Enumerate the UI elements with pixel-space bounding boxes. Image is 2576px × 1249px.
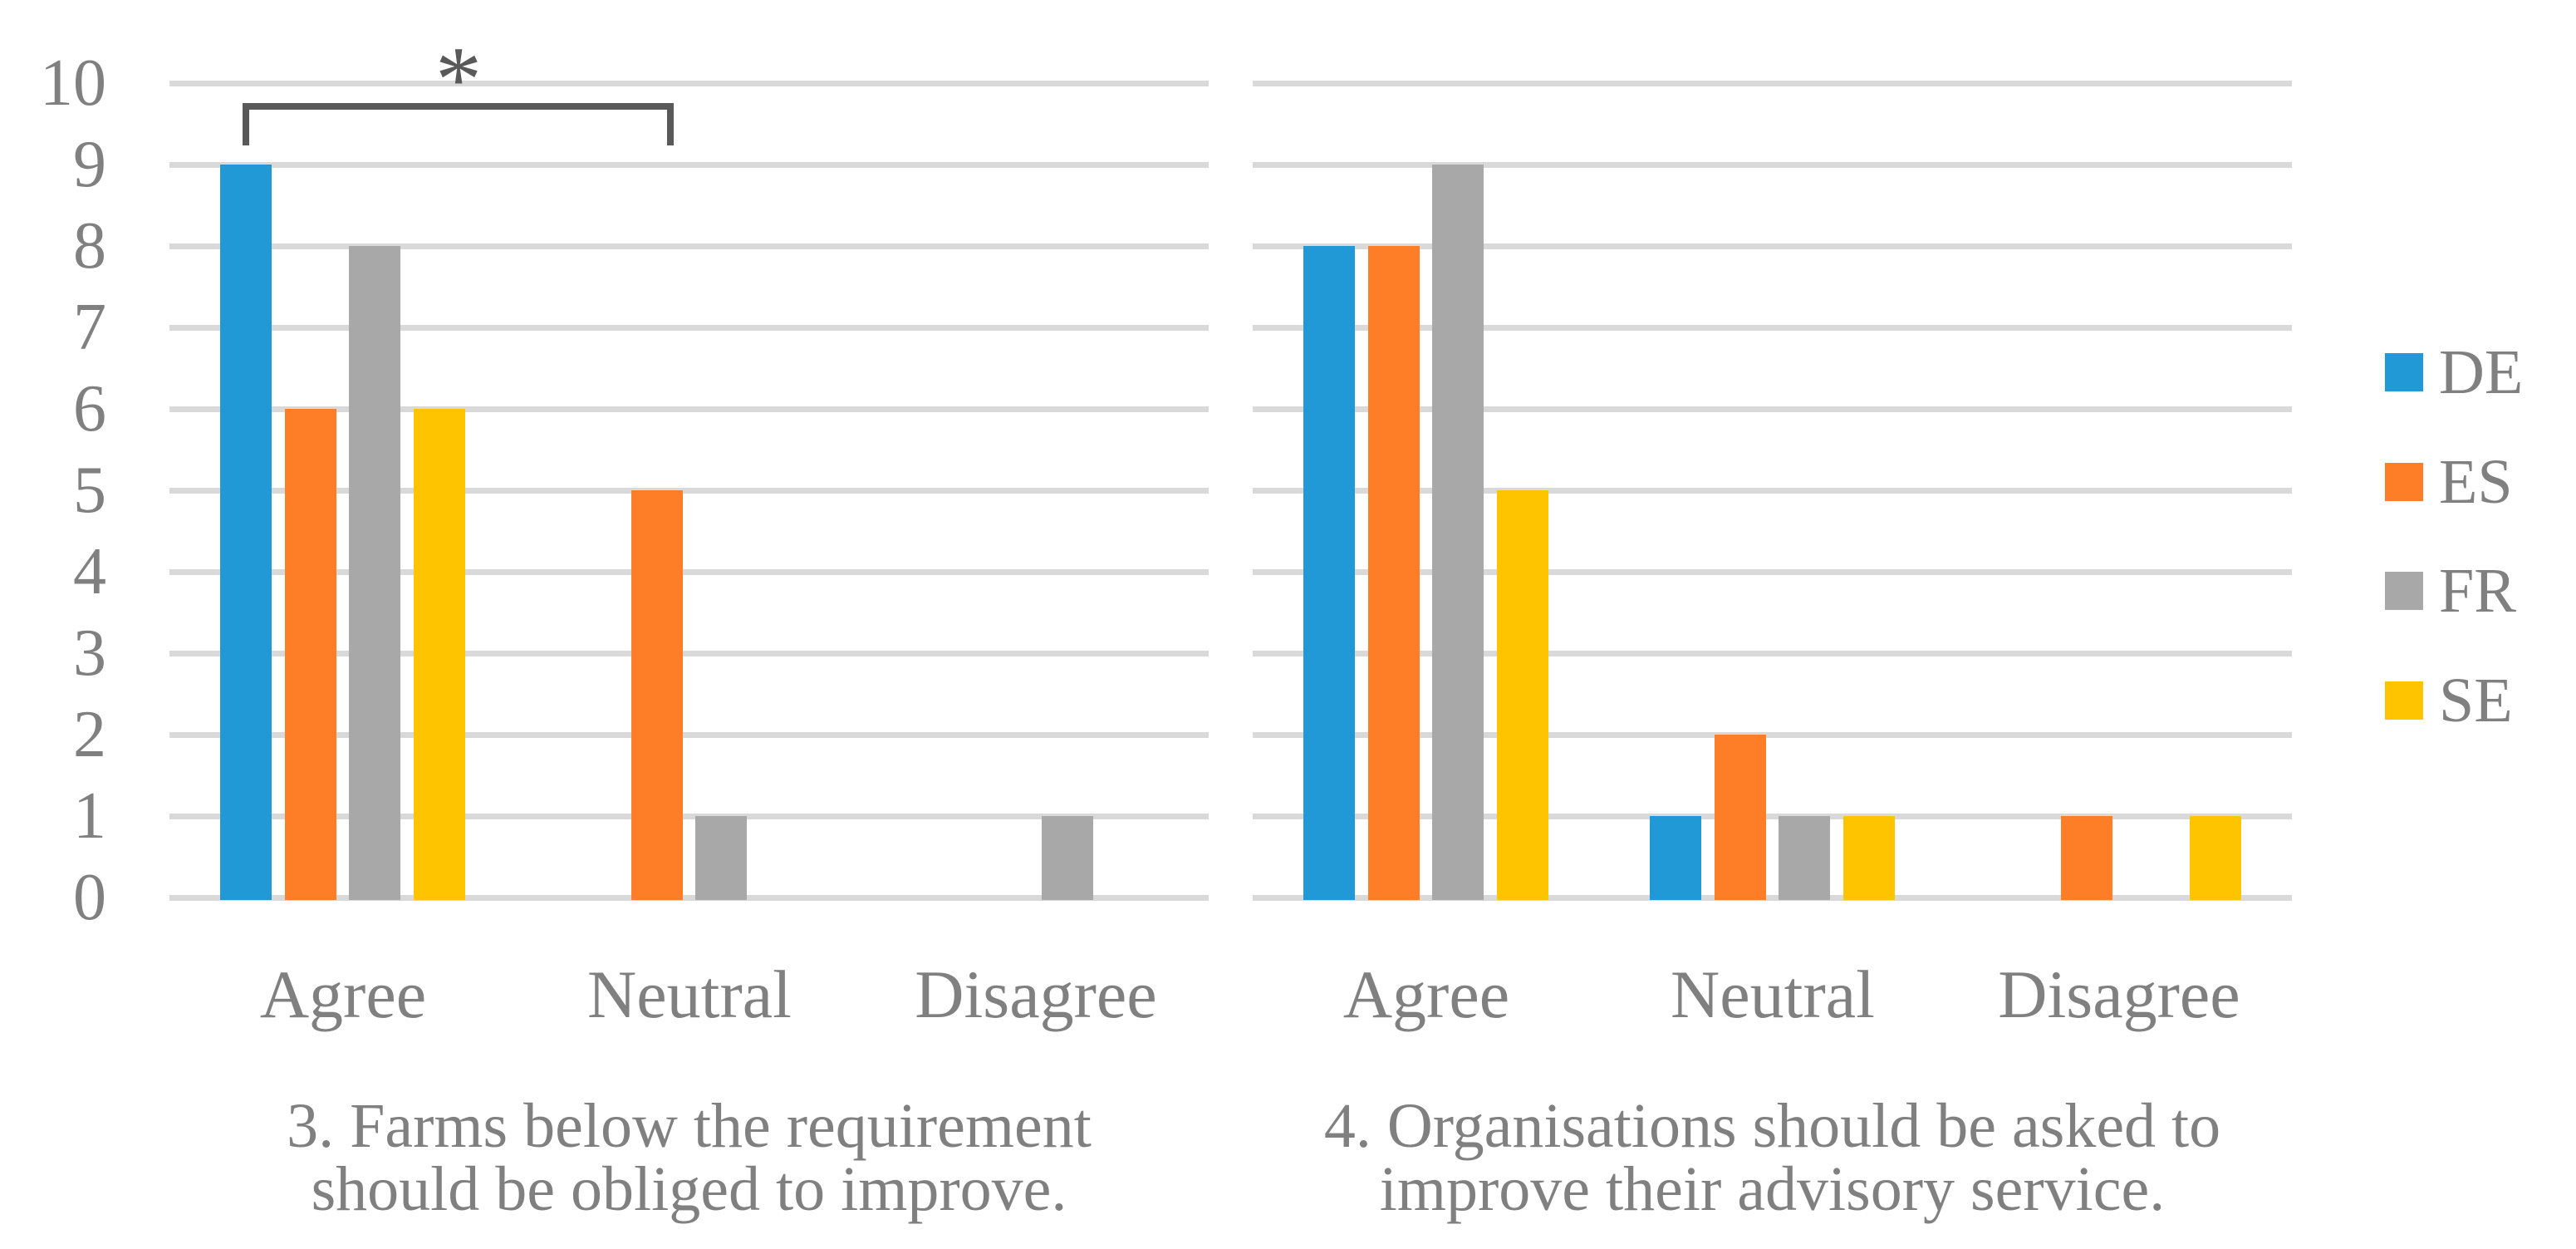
- y-axis-tick-label: 7: [73, 291, 106, 364]
- significance-star: *: [435, 28, 482, 131]
- y-axis-tick-label: 2: [73, 698, 106, 771]
- y-axis-tick-label: 9: [73, 128, 106, 201]
- legend-swatch-de: [2385, 353, 2423, 391]
- gridline: [1253, 406, 2292, 412]
- y-axis-tick-label: 0: [73, 861, 106, 934]
- bar-es-neutral: [631, 490, 683, 900]
- bar-fr-neutral: [695, 816, 747, 900]
- legend-item-de: DE: [2385, 331, 2568, 414]
- bar-se-agree: [1497, 490, 1548, 900]
- significance-bracket-right-leg: [667, 103, 674, 145]
- category-label-disagree: Disagree: [1998, 956, 2240, 1032]
- bar-es-agree: [1368, 246, 1420, 900]
- gridline: [169, 488, 1209, 494]
- gridline: [169, 651, 1209, 656]
- legend-label-fr: FR: [2439, 555, 2516, 626]
- legend-label-es: ES: [2439, 446, 2513, 517]
- y-axis-tick-label: 1: [73, 779, 106, 853]
- legend-item-se: SE: [2385, 659, 2568, 742]
- bar-fr-agree: [349, 246, 400, 900]
- panel-caption-line: 3. Farms below the requirement: [287, 1091, 1092, 1161]
- y-axis-tick-label: 8: [73, 209, 106, 283]
- gridline: [1253, 651, 2292, 656]
- bar-fr-disagree: [1042, 816, 1093, 900]
- legend-label-de: DE: [2439, 337, 2524, 407]
- bar-se-agree: [414, 409, 465, 900]
- legend-swatch-es: [2385, 463, 2423, 501]
- bar-es-neutral: [1715, 735, 1766, 900]
- bar-de-agree: [1303, 246, 1355, 900]
- panel-caption: 4. Organisations should be asked to impro…: [1253, 1094, 2292, 1221]
- gridline: [1253, 814, 2292, 819]
- legend-swatch-se: [2385, 681, 2423, 720]
- bar-de-neutral: [1650, 816, 1701, 900]
- legend-label-se: SE: [2439, 665, 2513, 735]
- gridline: [1253, 325, 2292, 331]
- bar-fr-neutral: [1779, 816, 1830, 900]
- category-label-neutral: Neutral: [1671, 956, 1875, 1032]
- panel-caption: 3. Farms below the requirement should be …: [169, 1094, 1209, 1221]
- gridline: [169, 81, 1209, 86]
- bar-de-agree: [220, 165, 272, 900]
- y-axis-tick-label: 10: [40, 47, 106, 120]
- legend-swatch-fr: [2385, 572, 2423, 610]
- gridline: [169, 406, 1209, 412]
- panel-caption-line: should be obliged to improve.: [311, 1154, 1067, 1224]
- legend-item-fr: FR: [2385, 549, 2568, 632]
- gridline: [169, 162, 1209, 168]
- gridline: [1253, 243, 2292, 249]
- gridline: [1253, 81, 2292, 86]
- gridline: [1253, 732, 2292, 738]
- significance-bracket-left-leg: [243, 103, 249, 145]
- panel-caption-line: 4. Organisations should be asked to: [1323, 1091, 2221, 1161]
- bar-fr-agree: [1432, 165, 1484, 900]
- gridline: [169, 243, 1209, 249]
- x-axis-baseline: [1253, 895, 2292, 901]
- bar-es-agree: [285, 409, 336, 900]
- gridline: [1253, 488, 2292, 494]
- gridline: [169, 325, 1209, 331]
- panel-caption-line: improve their advisory service.: [1379, 1154, 2166, 1224]
- gridline: [1253, 569, 2292, 575]
- category-label-neutral: Neutral: [587, 956, 792, 1032]
- category-label-agree: Agree: [1342, 956, 1510, 1032]
- legend-item-es: ES: [2385, 440, 2568, 524]
- gridline: [169, 569, 1209, 575]
- bar-se-neutral: [1843, 816, 1895, 900]
- category-label-disagree: Disagree: [915, 956, 1157, 1032]
- gridline: [1253, 162, 2292, 168]
- category-label-agree: Agree: [259, 956, 427, 1032]
- gridline: [169, 732, 1209, 738]
- significance-bracket-bar: [243, 103, 674, 110]
- bar-es-disagree: [2061, 816, 2112, 900]
- y-axis-tick-label: 4: [73, 535, 106, 608]
- y-axis-tick-label: 6: [73, 372, 106, 445]
- gridline: [169, 814, 1209, 819]
- x-axis-baseline: [169, 895, 1209, 901]
- bar-se-disagree: [2190, 816, 2241, 900]
- y-axis-tick-label: 5: [73, 454, 106, 527]
- y-axis-tick-label: 3: [73, 617, 106, 690]
